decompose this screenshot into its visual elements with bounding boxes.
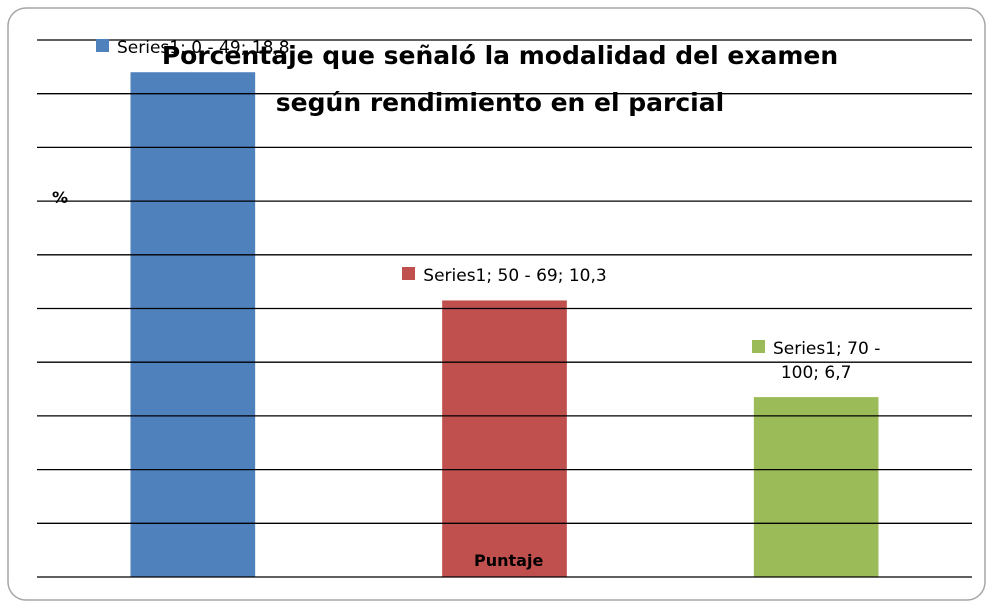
y-axis-label: %: [52, 188, 69, 207]
legend-key: [96, 39, 110, 53]
data-label: Series1; 0 - 49; 18,8: [85, 36, 300, 60]
x-axis-label: Puntaje: [474, 551, 544, 570]
chart-title: Porcentaje que señaló la modalidad del e…: [161, 41, 839, 117]
data-label-text: Series1; 50 - 69; 10,3: [423, 266, 607, 287]
data-label: Series1; 50 - 69; 10,3: [397, 264, 612, 288]
bar: [130, 72, 256, 577]
bar: [442, 300, 567, 577]
legend-key: [751, 340, 765, 354]
data-label-text: Series1; 70 - 100; 6,7: [772, 339, 881, 384]
data-label: Series1; 70 - 100; 6,7: [731, 337, 901, 385]
legend-key: [402, 267, 416, 281]
data-label-text: Series1; 0 - 49; 18,8: [117, 38, 290, 59]
bar: [753, 397, 879, 577]
